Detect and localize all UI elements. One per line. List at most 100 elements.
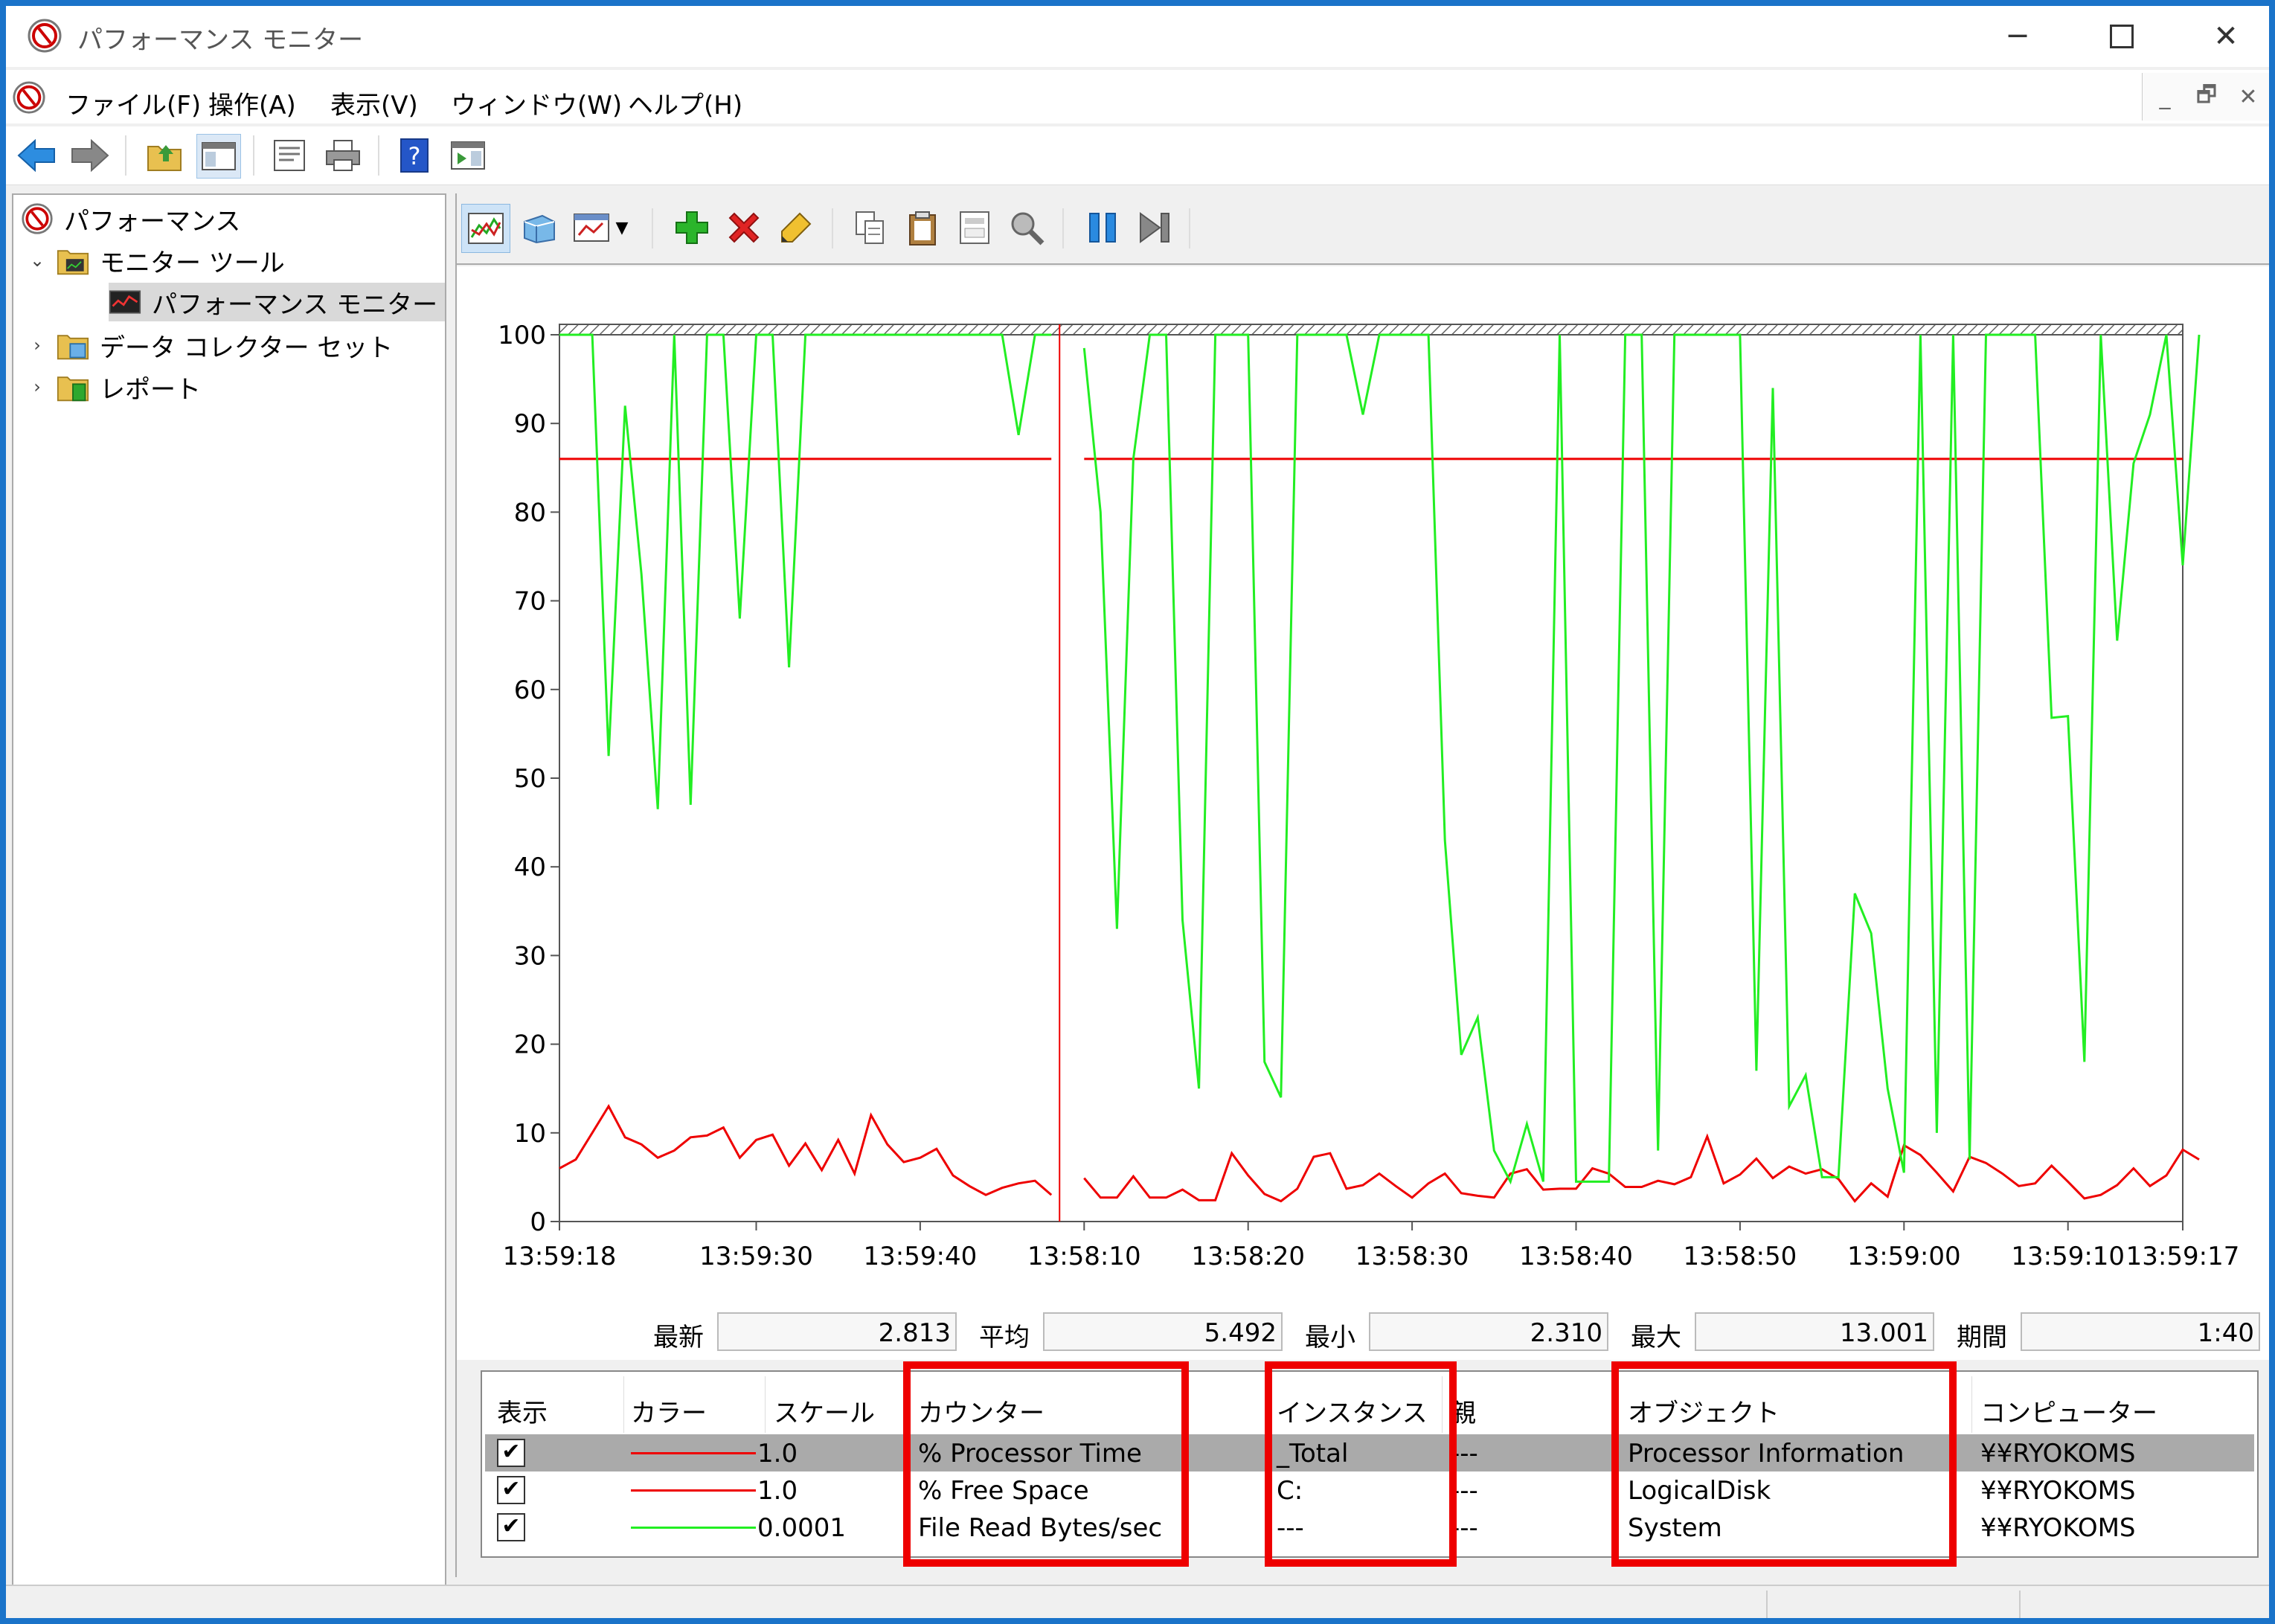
view-graph-button[interactable] [461, 204, 510, 253]
menu-bar: ファイル(F) 操作(A) 表示(V) ウィンドウ(W) ヘルプ(H) _ 🗗 … [6, 70, 2269, 123]
table-row[interactable]: ✔ 1.0 % Free Space C: --- LogicalDisk ¥¥… [485, 1471, 2254, 1509]
maximize-icon [2110, 25, 2134, 48]
tree-item-data-collector-sets[interactable]: › データ コレクター セット [28, 326, 393, 365]
mdi-restore-button[interactable]: 🗗 [2187, 77, 2226, 116]
back-button[interactable] [15, 134, 58, 177]
action-pane-button[interactable] [446, 134, 490, 177]
tree-item-label: パフォーマンス モニター [152, 289, 438, 320]
chevron-right-icon[interactable]: › [33, 335, 41, 356]
show-checkbox[interactable]: ✔ [497, 1439, 525, 1467]
column-divider[interactable] [623, 1376, 624, 1433]
console-tree-icon [202, 142, 236, 170]
column-header-computer[interactable]: コンピューター [1980, 1399, 2157, 1428]
mdi-minimize-button[interactable]: _ [2146, 77, 2184, 116]
x-tick-label: 13:59:00 [1847, 1242, 1961, 1271]
toolbar-separator [832, 208, 833, 248]
highlight-box-instance [1265, 1361, 1457, 1567]
delete-x-icon [728, 212, 760, 243]
title-bar: パフォーマンス モニター ─ ✕ [6, 6, 2269, 67]
chart-area: 0 10 20 30 40 50 60 70 80 90 100 13:59:18 13:59:30 13… [457, 266, 2269, 1360]
menu-view[interactable]: 表示(V) [330, 91, 418, 121]
toolbar-separator [1189, 208, 1190, 248]
menu-file[interactable]: ファイル(F) [65, 91, 202, 121]
y-tick-label: 90 [514, 409, 546, 439]
chevron-right-icon[interactable]: › [33, 376, 41, 397]
delete-counter-button[interactable] [720, 204, 768, 251]
table-row[interactable]: ✔ 0.0001 File Read Bytes/sec --- --- Sys… [485, 1509, 2254, 1546]
toolbar-separator [652, 208, 653, 248]
properties-button[interactable] [268, 134, 311, 177]
system-menu-icon[interactable] [12, 80, 46, 115]
menu-window[interactable]: ウィンドウ(W) [451, 91, 623, 121]
add-counter-button[interactable] [668, 204, 716, 251]
histogram-icon [524, 214, 555, 244]
tree-item-perf-monitor[interactable]: パフォーマンス モニター [109, 283, 446, 321]
tree-item-label: モニター ツール [100, 248, 285, 278]
stat-maximum-label: 最大 [1631, 1323, 1681, 1352]
x-tick-label: 13:59:30 [699, 1242, 813, 1271]
folder-data-icon [57, 335, 89, 360]
x-tick-label: 13:59:18 [503, 1242, 617, 1271]
dropdown-arrow-icon: ▼ [615, 218, 629, 237]
change-graph-type-button[interactable]: ▼ [567, 204, 634, 251]
minimize-button[interactable]: ─ [1966, 6, 2070, 67]
paste-clipboard-icon [909, 211, 936, 245]
up-folder-button[interactable] [143, 134, 186, 177]
help-button[interactable]: ? [393, 134, 436, 177]
counter-cell: File Read Bytes/sec [918, 1513, 1163, 1543]
stat-duration-value: 1:40 [2021, 1312, 2260, 1351]
column-divider[interactable] [765, 1376, 766, 1433]
column-header-color[interactable]: カラー [631, 1399, 707, 1428]
highlighter-pen-icon [781, 212, 812, 243]
column-header-instance[interactable]: インスタンス [1277, 1399, 1428, 1428]
console-tree: パフォーマンス ⌄ モニター ツール パフォーマンス モニター › データ コレ… [12, 193, 446, 1588]
column-divider[interactable] [1442, 1376, 1443, 1433]
computer-cell: ¥¥RYOKOMS [1980, 1476, 2136, 1506]
tree-item-reports[interactable]: › レポート [28, 368, 201, 406]
freeze-display-button[interactable] [1079, 204, 1126, 251]
y-tick-label: 10 [514, 1119, 546, 1149]
computer-cell: ¥¥RYOKOMS [1980, 1439, 2136, 1469]
close-button[interactable]: ✕ [2174, 6, 2269, 67]
minimize-icon: ─ [2008, 19, 2027, 54]
status-divider [2019, 1591, 2021, 1618]
column-header-counter[interactable]: カウンター [918, 1399, 1045, 1428]
mdi-close-button[interactable]: ✕ [2229, 77, 2268, 116]
show-hide-tree-button[interactable] [196, 134, 241, 179]
scale-cell: 1.0 [757, 1439, 798, 1469]
column-header-object[interactable]: オブジェクト [1628, 1399, 1780, 1428]
tree-item-performance[interactable]: パフォーマンス [21, 199, 240, 238]
view-histogram-button[interactable] [515, 204, 562, 251]
stat-maximum-value: 13.001 [1695, 1312, 1934, 1351]
back-arrow-icon [17, 139, 55, 172]
object-cell: System [1628, 1513, 1722, 1543]
y-tick-label: 80 [514, 498, 546, 527]
column-divider[interactable] [1971, 1376, 1972, 1433]
table-row[interactable]: ✔ 1.0 % Processor Time _Total --- Proces… [485, 1434, 2254, 1471]
status-divider [1766, 1591, 1768, 1618]
y-tick-label: 60 [514, 675, 546, 705]
tree-item-monitor-tools[interactable]: ⌄ モニター ツール [28, 241, 285, 280]
zoom-button[interactable] [1003, 204, 1050, 251]
chevron-down-icon[interactable]: ⌄ [29, 250, 45, 271]
column-header-show[interactable]: 表示 [497, 1399, 548, 1428]
svg-text:?: ? [408, 142, 421, 170]
update-data-button[interactable] [1131, 204, 1178, 251]
close-icon: ✕ [2239, 83, 2258, 110]
paste-counter-list-button[interactable] [899, 204, 946, 251]
show-checkbox[interactable]: ✔ [497, 1476, 525, 1504]
print-button[interactable] [321, 134, 365, 177]
highlight-button[interactable] [772, 204, 820, 251]
column-header-scale[interactable]: スケール [774, 1399, 875, 1428]
show-checkbox[interactable]: ✔ [497, 1513, 525, 1541]
forward-button[interactable] [68, 134, 112, 177]
series-color-swatch [631, 1527, 756, 1529]
menu-action[interactable]: 操作(A) [208, 91, 296, 121]
copy-properties-button[interactable] [847, 204, 894, 251]
menu-help[interactable]: ヘルプ(H) [628, 91, 743, 121]
maximize-button[interactable] [2070, 6, 2174, 67]
properties-button[interactable] [951, 204, 998, 251]
x-tick-label: 13:59:10 [2011, 1242, 2125, 1271]
counter-cell: % Free Space [918, 1476, 1089, 1506]
